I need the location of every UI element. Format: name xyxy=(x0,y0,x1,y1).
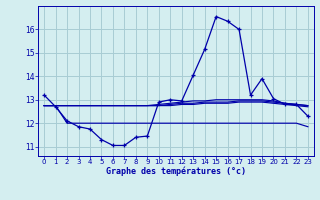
X-axis label: Graphe des températures (°c): Graphe des températures (°c) xyxy=(106,167,246,176)
